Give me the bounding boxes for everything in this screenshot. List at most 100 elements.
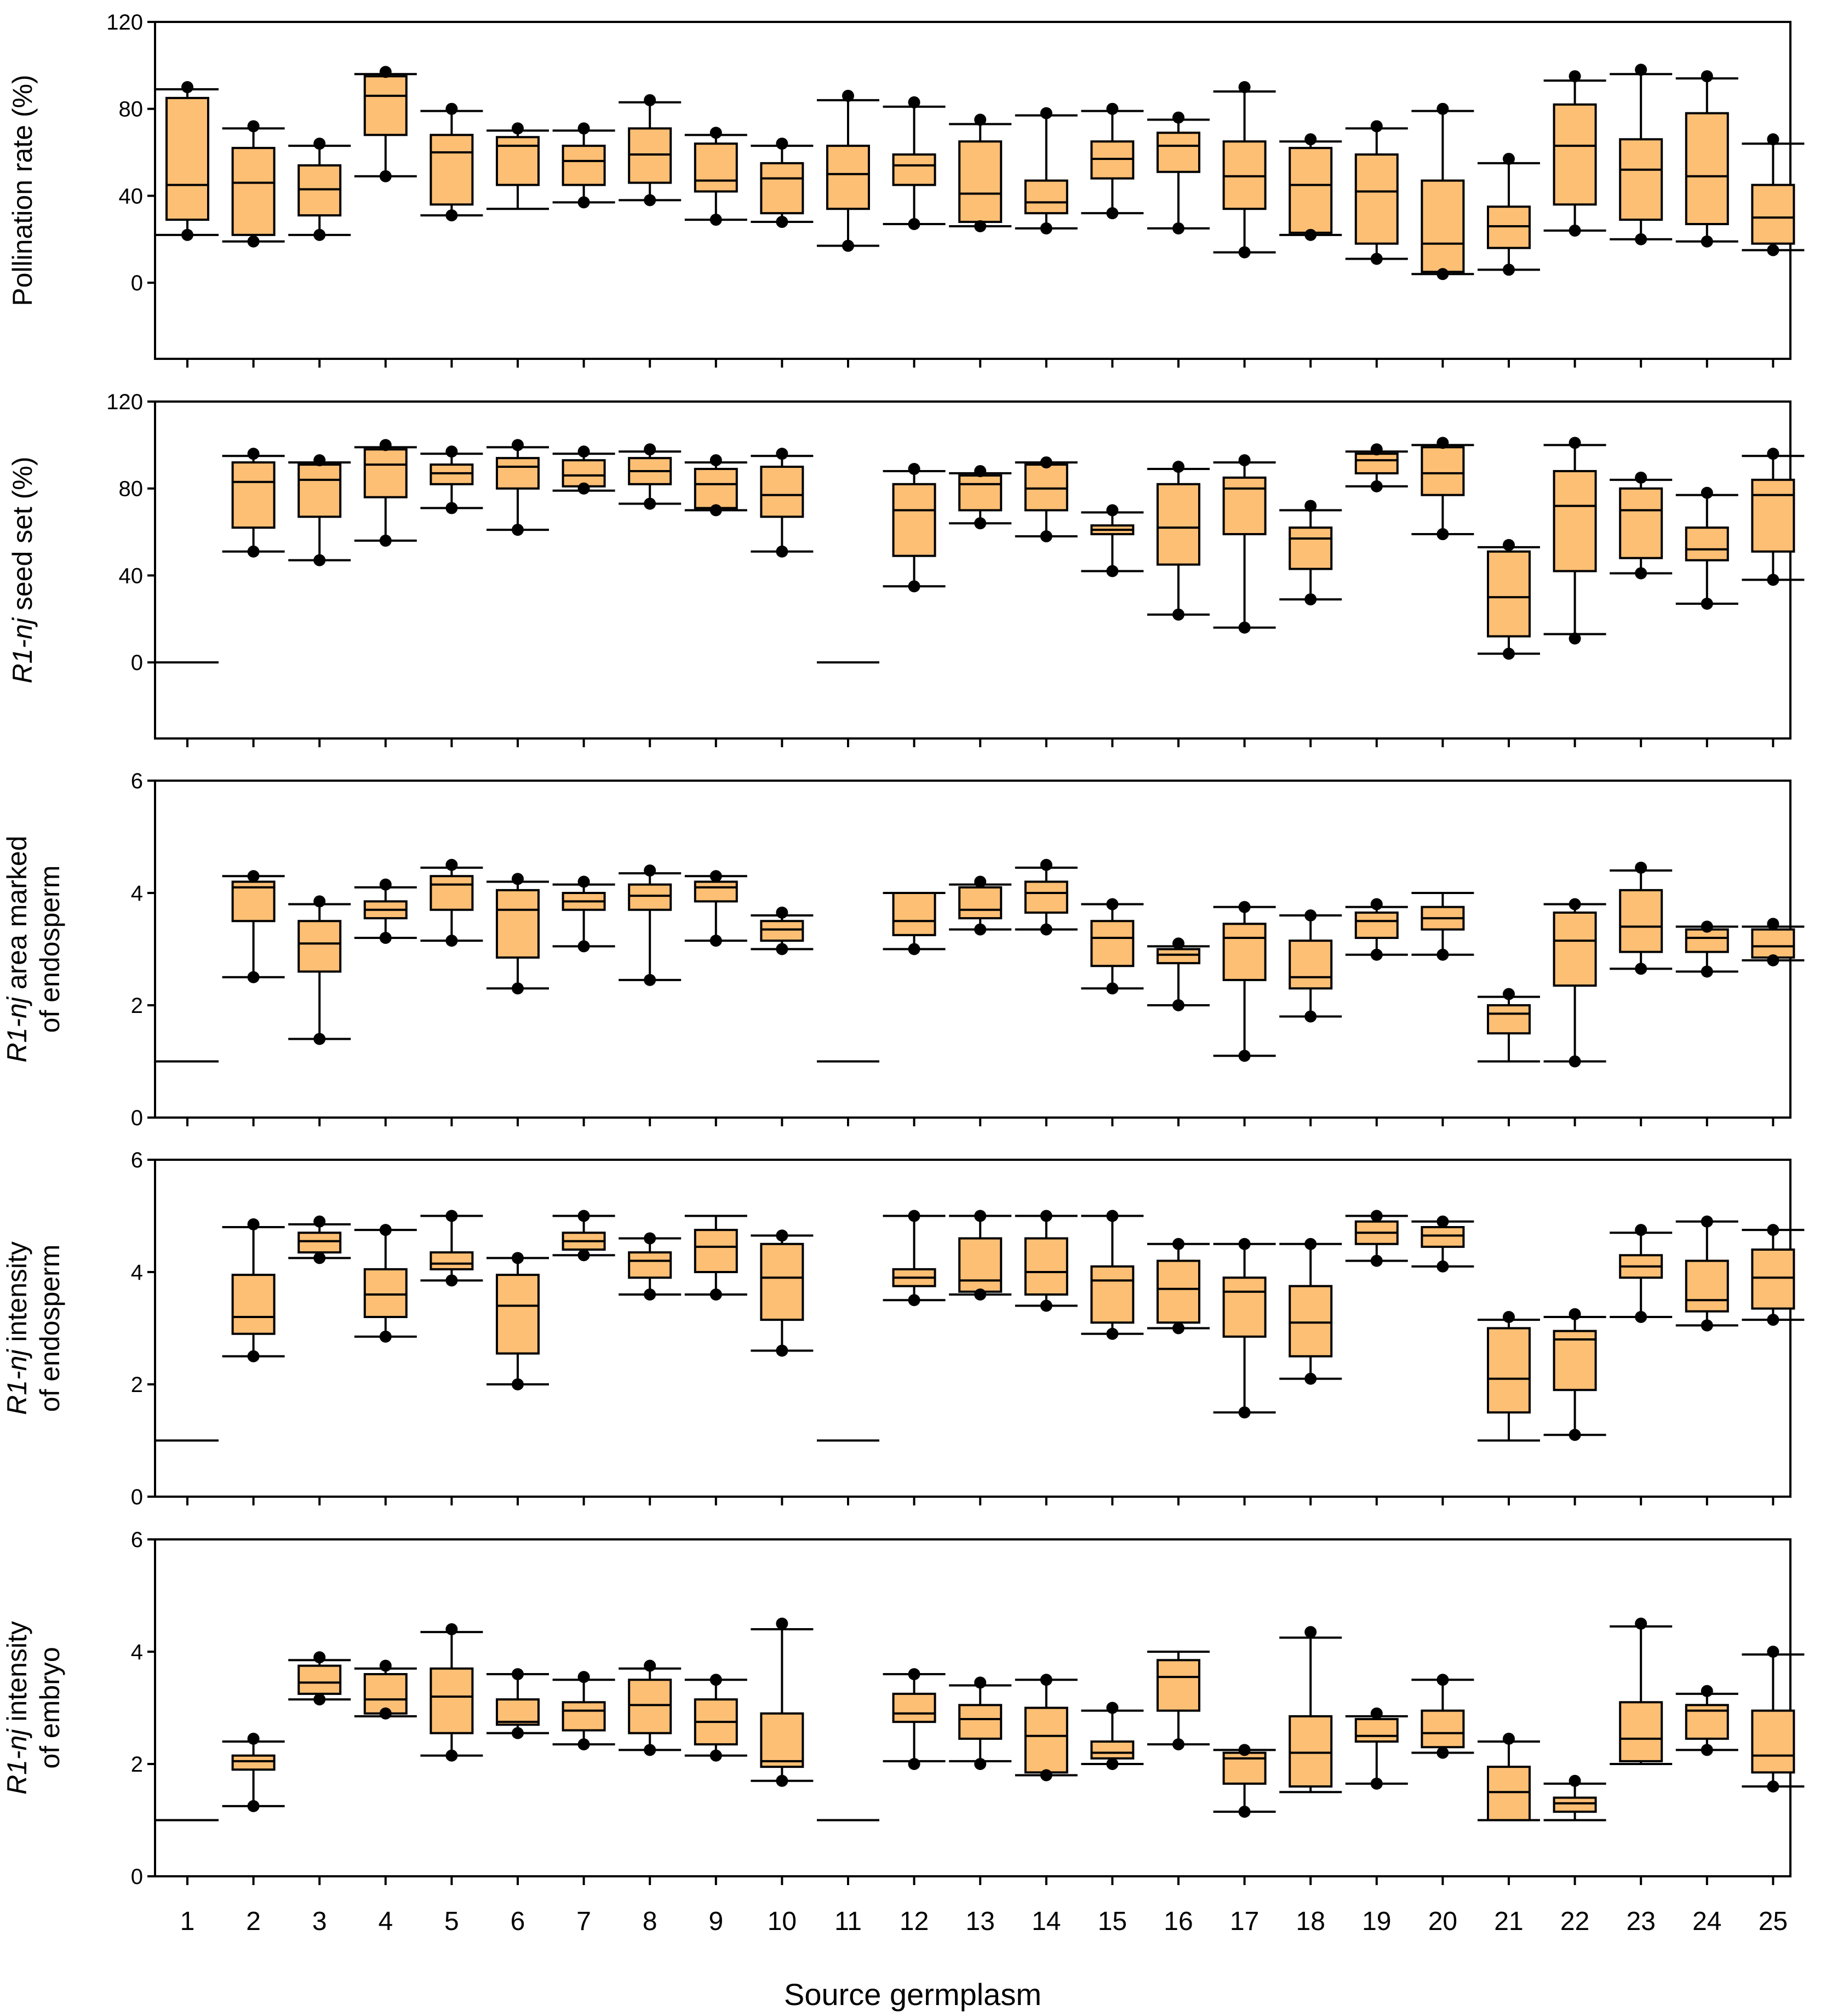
outlier-point bbox=[313, 895, 326, 908]
box-1 bbox=[156, 81, 219, 241]
outlier-point bbox=[247, 870, 260, 883]
y-tick-label: 6 bbox=[131, 1528, 143, 1552]
outlier-point bbox=[1767, 1224, 1779, 1236]
outlier-point bbox=[974, 1210, 987, 1222]
outlier-point bbox=[1106, 982, 1119, 995]
box-22 bbox=[1543, 1774, 1606, 1822]
outlier-point bbox=[247, 1350, 260, 1362]
outlier-point bbox=[974, 1676, 987, 1689]
outlier-point bbox=[445, 1274, 458, 1287]
outlier-point bbox=[379, 878, 392, 891]
outlier-point bbox=[577, 482, 590, 495]
iqr-box bbox=[1289, 147, 1333, 234]
iqr-box bbox=[1090, 1740, 1135, 1760]
box-21 bbox=[1478, 988, 1540, 1063]
outlier-point bbox=[908, 1210, 920, 1222]
outlier-point bbox=[379, 66, 392, 78]
outlier-point bbox=[313, 1252, 326, 1264]
y-axis-title-part: R1-nj bbox=[7, 617, 38, 683]
outlier-point bbox=[1238, 246, 1251, 259]
x-tick-label: 1 bbox=[180, 1907, 195, 1936]
box-9 bbox=[684, 1674, 747, 1762]
y-axis-title-part: intensity bbox=[2, 1621, 32, 1729]
box-6 bbox=[486, 439, 549, 536]
iqr-box bbox=[1354, 153, 1399, 245]
iqr-box bbox=[1751, 1248, 1795, 1310]
box-5 bbox=[420, 858, 483, 947]
outlier-point bbox=[1701, 920, 1713, 933]
box-13 bbox=[949, 1210, 1012, 1301]
box-25 bbox=[1742, 1224, 1805, 1326]
outlier-point bbox=[908, 218, 920, 230]
iqr-box bbox=[562, 1701, 606, 1732]
box-16 bbox=[1147, 111, 1210, 234]
outlier-point bbox=[644, 443, 656, 456]
iqr-box bbox=[1751, 478, 1795, 553]
y-tick-label: 80 bbox=[119, 477, 144, 501]
outlier-point bbox=[908, 1758, 920, 1770]
iqr-box bbox=[1090, 920, 1135, 967]
outlier-point bbox=[1503, 1732, 1515, 1745]
x-tick-label: 13 bbox=[966, 1907, 995, 1936]
outlier-point bbox=[1635, 64, 1647, 76]
outlier-point bbox=[1370, 948, 1383, 961]
outlier-point bbox=[1040, 1769, 1052, 1782]
box-21 bbox=[1478, 539, 1540, 660]
box-21 bbox=[1478, 152, 1540, 276]
panel-3: 0 2 4 6 R1-nj area marked of endosperm bbox=[2, 769, 1805, 1130]
outlier-point bbox=[1040, 530, 1052, 542]
outlier-point bbox=[644, 94, 656, 106]
iqr-box bbox=[958, 886, 1003, 920]
outlier-point bbox=[1172, 1738, 1184, 1751]
box-8 bbox=[619, 443, 682, 510]
outlier-point bbox=[1172, 937, 1184, 950]
outlier-point bbox=[1370, 1255, 1383, 1267]
iqr-box bbox=[430, 875, 474, 911]
box-12 bbox=[883, 96, 946, 230]
box-18 bbox=[1279, 133, 1342, 241]
y-tick-label: 120 bbox=[106, 390, 143, 414]
outlier-point bbox=[1370, 253, 1383, 265]
iqr-box bbox=[694, 1229, 738, 1273]
outlier-point bbox=[776, 138, 788, 150]
box-12 bbox=[883, 463, 946, 593]
outlier-point bbox=[1106, 1327, 1119, 1340]
outlier-point bbox=[908, 1668, 920, 1680]
outlier-point bbox=[776, 1344, 788, 1357]
iqr-box bbox=[430, 1667, 474, 1734]
box-13 bbox=[949, 1676, 1012, 1770]
outlier-point bbox=[1238, 901, 1251, 913]
outlier-point bbox=[445, 1210, 458, 1222]
box-18 bbox=[1279, 500, 1342, 606]
panel-5: 0 2 4 6 R1-nj intensity of embryo bbox=[2, 1528, 1805, 1889]
box-4 bbox=[354, 66, 417, 182]
box-18 bbox=[1279, 1626, 1342, 1794]
box-15 bbox=[1081, 1702, 1144, 1770]
y-tick-label: 120 bbox=[106, 10, 143, 35]
outlier-point bbox=[1106, 102, 1119, 115]
outlier-point bbox=[1701, 1215, 1713, 1228]
box-2 bbox=[222, 870, 285, 983]
outlier-point bbox=[577, 875, 590, 888]
box-21 bbox=[1478, 1732, 1540, 1822]
outlier-point bbox=[709, 1674, 722, 1686]
outlier-point bbox=[1238, 1806, 1251, 1818]
x-tick-label: 9 bbox=[708, 1907, 723, 1936]
iqr-box bbox=[1685, 526, 1729, 562]
x-axis-title: Source germplasm bbox=[784, 1977, 1041, 2012]
iqr-box bbox=[958, 140, 1003, 224]
outlier-point bbox=[1040, 923, 1052, 936]
outlier-point bbox=[974, 1758, 987, 1770]
outlier-point bbox=[247, 545, 260, 558]
iqr-box bbox=[297, 1664, 342, 1695]
outlier-point bbox=[445, 502, 458, 514]
outlier-point bbox=[1436, 1746, 1449, 1759]
outlier-point bbox=[577, 1738, 590, 1751]
box-24 bbox=[1675, 70, 1738, 248]
y-axis-title-part: seed set (%) bbox=[7, 456, 38, 618]
y-tick-label: 0 bbox=[131, 1865, 143, 1889]
y-tick-label: 2 bbox=[131, 994, 143, 1018]
iqr-box bbox=[363, 1268, 408, 1318]
outlier-point bbox=[1370, 120, 1383, 133]
outlier-point bbox=[1503, 1311, 1515, 1323]
